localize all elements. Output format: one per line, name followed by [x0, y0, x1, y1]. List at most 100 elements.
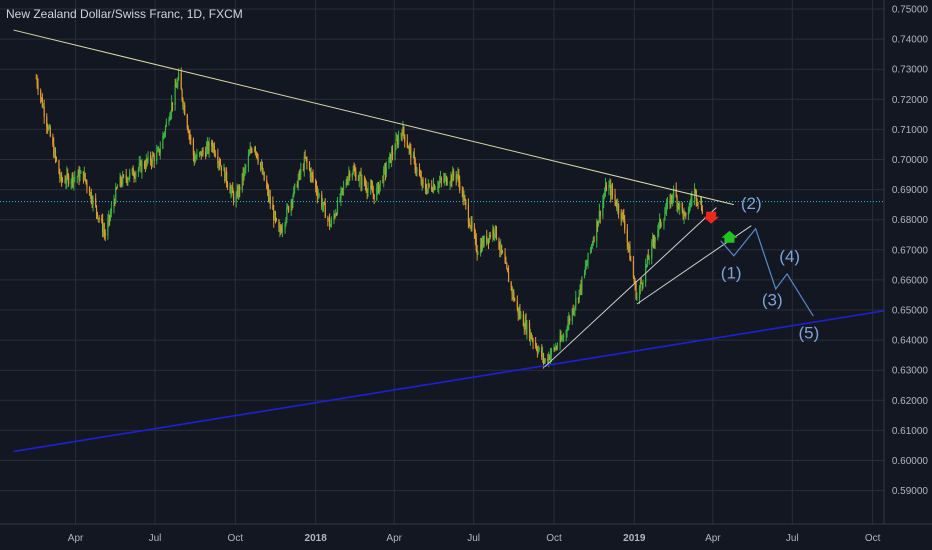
- candle-body: [652, 239, 655, 242]
- candle-body: [455, 176, 457, 179]
- candle-body: [468, 222, 470, 226]
- candle-body: [559, 336, 561, 347]
- candle-body: [347, 177, 349, 184]
- candle-body: [665, 210, 667, 215]
- candle-body: [85, 179, 87, 182]
- candle-body: [300, 168, 302, 175]
- candle-body: [684, 212, 686, 214]
- candle-body: [371, 188, 373, 193]
- candle-body: [542, 354, 545, 362]
- candle-body: [199, 151, 202, 153]
- candle-body: [622, 212, 624, 215]
- candle-body: [96, 212, 98, 219]
- candle-body: [462, 190, 464, 201]
- candle-body: [324, 204, 326, 218]
- time-axis[interactable]: Apr Jul Oct 2018 Apr Jul Oct 2019 Apr Jul Oct: [0, 523, 932, 550]
- candle-body: [189, 133, 191, 138]
- candle-body: [95, 198, 97, 206]
- candle-body: [308, 163, 311, 171]
- candle-body: [536, 349, 538, 353]
- candle-body: [549, 355, 551, 360]
- candle-body: [525, 320, 527, 333]
- candle-body: [309, 170, 312, 178]
- candle-body: [418, 168, 421, 176]
- candle-body: [36, 78, 38, 85]
- candle-body: [316, 191, 318, 197]
- candle-body: [164, 132, 166, 135]
- candle-body: [653, 241, 655, 243]
- candle-body: [568, 318, 570, 324]
- candle-body: [104, 232, 106, 236]
- candle-body: [89, 192, 92, 196]
- candle-body: [291, 200, 293, 204]
- candle-body: [280, 230, 283, 233]
- candle-body: [254, 147, 257, 152]
- candle-body: [550, 349, 552, 355]
- candle-body: [616, 205, 618, 209]
- candle-body: [610, 188, 613, 196]
- candle-body: [505, 262, 507, 264]
- candle-body: [604, 185, 607, 194]
- candle-body: [158, 148, 160, 154]
- candle-body: [163, 134, 165, 136]
- candle-body: [156, 151, 158, 162]
- wave-label: (3): [762, 290, 783, 309]
- candle-body: [657, 230, 659, 238]
- candle-body: [498, 238, 500, 249]
- time-axis-label: Jul: [786, 533, 799, 544]
- candle-body: [152, 155, 154, 157]
- candle-body: [675, 188, 677, 197]
- candle-body: [262, 171, 264, 174]
- candle-body: [127, 179, 129, 183]
- candle-body: [287, 206, 289, 208]
- candle-body: [404, 134, 406, 142]
- candle-body: [348, 173, 350, 178]
- candle-body: [635, 283, 637, 299]
- candle-body: [516, 300, 518, 308]
- candle-body: [420, 176, 422, 184]
- candle-body: [457, 174, 459, 176]
- candle-body: [659, 219, 662, 226]
- candle-body: [80, 171, 82, 174]
- candle-body: [428, 183, 430, 187]
- candle-body: [391, 151, 394, 155]
- candle-body: [571, 309, 573, 321]
- candle-body: [626, 229, 628, 243]
- candle-body: [238, 186, 240, 197]
- candle-body: [377, 183, 379, 189]
- candle-body: [488, 234, 490, 242]
- candle-body: [219, 165, 222, 167]
- candle-body: [598, 210, 600, 221]
- candle-body: [590, 247, 592, 253]
- candle-body: [119, 176, 121, 187]
- candle-body: [278, 220, 280, 232]
- wave-label: (2): [741, 194, 762, 213]
- candle-body: [385, 168, 387, 173]
- candle-body: [67, 175, 70, 185]
- candle-body: [489, 234, 491, 238]
- candle-body: [299, 171, 301, 175]
- candle-body: [287, 206, 290, 212]
- candle-body: [292, 196, 294, 204]
- candle-body: [372, 192, 374, 195]
- candle-body: [410, 147, 412, 159]
- candle-body: [97, 217, 99, 219]
- candle-body: [143, 163, 146, 167]
- candle-body: [35, 78, 37, 80]
- candle-body: [77, 171, 79, 177]
- candle-body: [640, 282, 642, 284]
- candle-body: [427, 183, 429, 189]
- candle-body: [108, 215, 110, 222]
- candle-body: [445, 176, 447, 178]
- price-axis[interactable]: 0.75000 0.74000 0.73000 0.72000 0.71000 0.700…: [883, 0, 932, 524]
- candle-body: [671, 195, 673, 199]
- candle-body: [193, 155, 195, 163]
- candle-body: [560, 336, 562, 341]
- candle-body: [379, 180, 381, 185]
- candle-body: [141, 163, 143, 172]
- candle-body: [140, 161, 142, 172]
- candle-body: [164, 126, 167, 133]
- candle-body: [286, 207, 288, 220]
- candle-body: [171, 102, 173, 113]
